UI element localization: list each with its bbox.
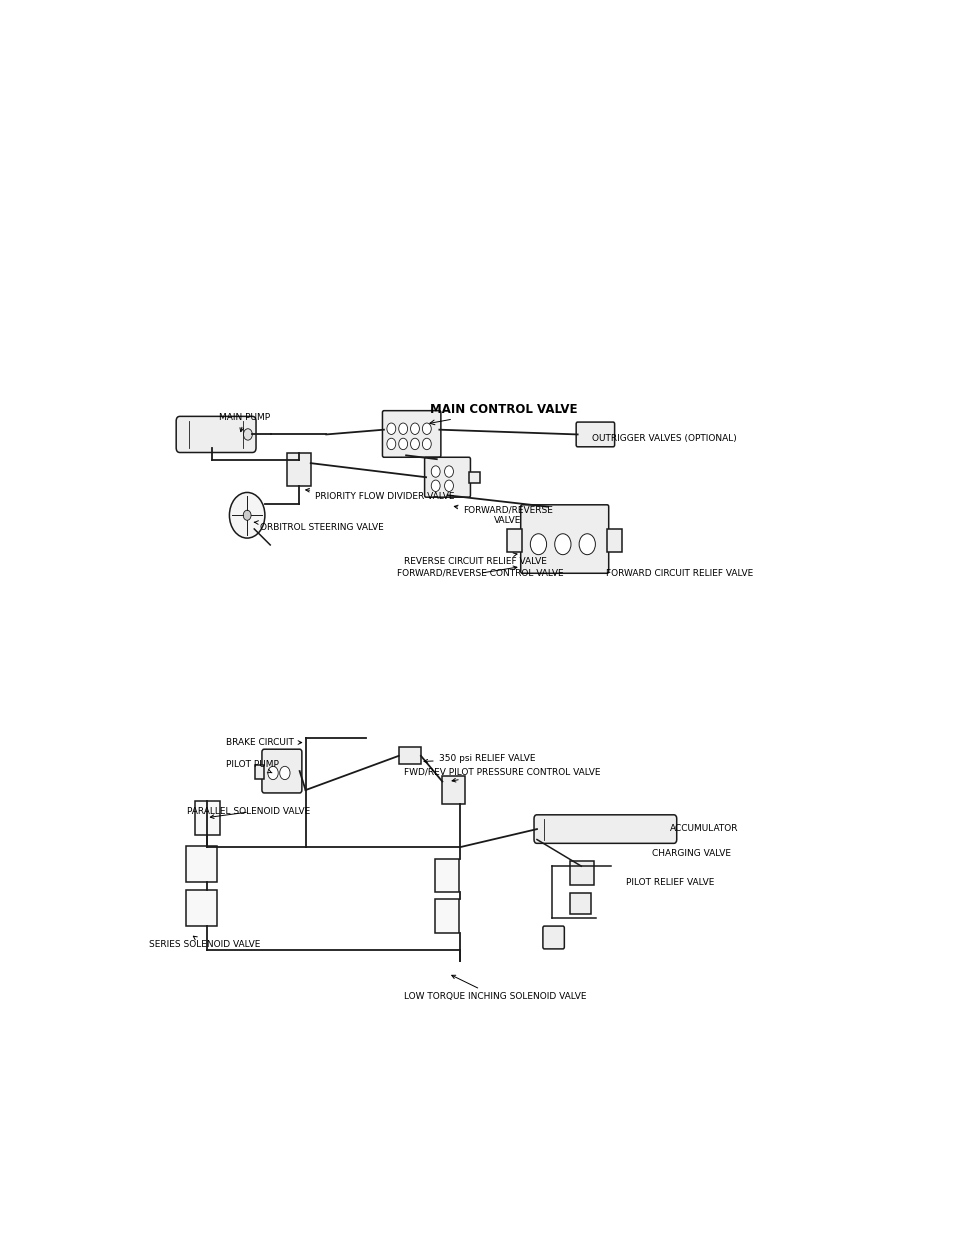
Circle shape: [431, 466, 439, 477]
Circle shape: [431, 480, 439, 492]
FancyBboxPatch shape: [576, 422, 614, 447]
Bar: [435, 899, 458, 932]
Text: REVERSE CIRCUIT RELIEF VALVE: REVERSE CIRCUIT RELIEF VALVE: [403, 553, 546, 567]
Text: MAIN PUMP: MAIN PUMP: [219, 412, 270, 432]
Circle shape: [398, 438, 407, 450]
Circle shape: [387, 424, 395, 435]
Text: MAIN CONTROL VALVE: MAIN CONTROL VALVE: [429, 403, 577, 425]
Text: PRIORITY FLOW DIVIDER VALVE: PRIORITY FLOW DIVIDER VALVE: [305, 488, 455, 500]
Text: CHARGING VALVE: CHARGING VALVE: [651, 850, 730, 858]
FancyBboxPatch shape: [176, 416, 255, 452]
Text: FORWARD/REVERSE
VALVE: FORWARD/REVERSE VALVE: [454, 505, 553, 525]
Text: FWD/REV PILOT PRESSURE CONTROL VALVE: FWD/REV PILOT PRESSURE CONTROL VALVE: [403, 767, 599, 782]
Text: OUTRIGGER VALVES (OPTIONAL): OUTRIGGER VALVES (OPTIONAL): [592, 433, 737, 442]
Text: PARALLEL SOLENOID VALVE: PARALLEL SOLENOID VALVE: [187, 808, 310, 819]
Circle shape: [422, 438, 431, 450]
Circle shape: [387, 438, 395, 450]
Text: PILOT PUMP: PILOT PUMP: [226, 760, 279, 773]
Circle shape: [530, 534, 546, 555]
FancyBboxPatch shape: [382, 411, 440, 457]
Bar: [287, 453, 311, 485]
Text: 350 psi RELIEF VALVE: 350 psi RELIEF VALVE: [423, 755, 535, 763]
Bar: [442, 776, 464, 804]
Bar: [398, 747, 420, 764]
Bar: [186, 890, 216, 926]
Bar: [469, 472, 479, 483]
Text: ORBITROL STEERING VALVE: ORBITROL STEERING VALVE: [253, 521, 383, 532]
FancyBboxPatch shape: [262, 750, 301, 793]
Bar: [435, 858, 458, 892]
Bar: [255, 766, 264, 779]
Text: BRAKE CIRCUIT: BRAKE CIRCUIT: [226, 739, 301, 747]
FancyBboxPatch shape: [542, 926, 564, 948]
Circle shape: [444, 466, 453, 477]
Circle shape: [229, 493, 265, 538]
Bar: [507, 530, 521, 552]
Circle shape: [410, 424, 419, 435]
Text: SERIES SOLENOID VALVE: SERIES SOLENOID VALVE: [149, 936, 260, 948]
Text: ACCUMULATOR: ACCUMULATOR: [669, 824, 738, 832]
Bar: [606, 530, 621, 552]
Circle shape: [554, 534, 571, 555]
Circle shape: [422, 424, 431, 435]
Circle shape: [268, 766, 278, 779]
Circle shape: [578, 534, 595, 555]
Bar: [186, 846, 216, 882]
Circle shape: [410, 438, 419, 450]
Circle shape: [243, 510, 251, 520]
Bar: [194, 800, 219, 835]
FancyBboxPatch shape: [424, 457, 470, 498]
Text: FORWARD CIRCUIT RELIEF VALVE: FORWARD CIRCUIT RELIEF VALVE: [605, 569, 752, 578]
Bar: [570, 862, 594, 885]
Circle shape: [398, 424, 407, 435]
FancyBboxPatch shape: [520, 505, 608, 573]
Circle shape: [444, 480, 453, 492]
Circle shape: [279, 766, 290, 779]
Text: LOW TORQUE INCHING SOLENOID VALVE: LOW TORQUE INCHING SOLENOID VALVE: [403, 976, 586, 1000]
Bar: [570, 893, 590, 914]
Circle shape: [243, 429, 252, 440]
Text: FORWARD/REVERSE CONTROL VALVE: FORWARD/REVERSE CONTROL VALVE: [396, 566, 562, 578]
FancyBboxPatch shape: [534, 815, 676, 844]
Text: PILOT RELIEF VALVE: PILOT RELIEF VALVE: [625, 878, 714, 887]
